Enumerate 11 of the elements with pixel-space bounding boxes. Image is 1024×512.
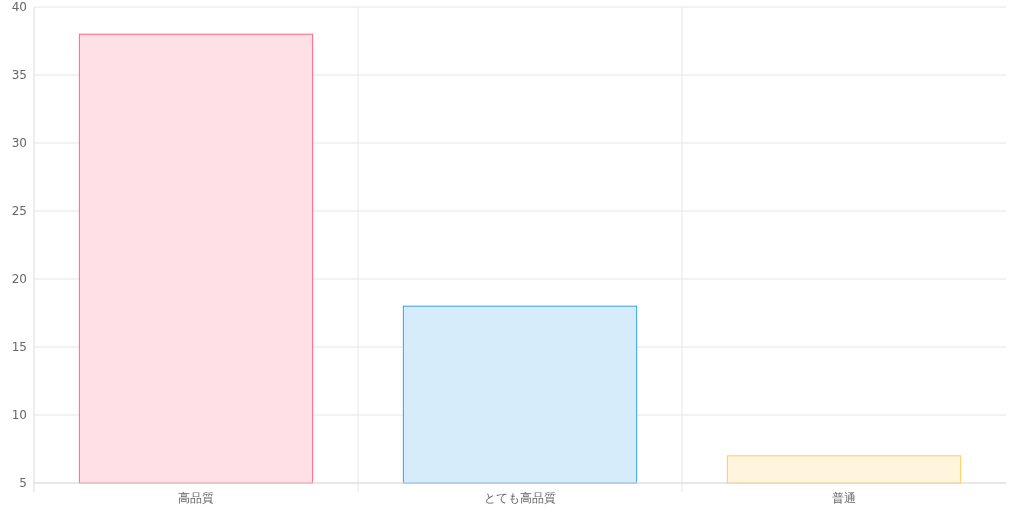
y-tick-label: 15	[11, 340, 27, 355]
x-tick-label: 高品質	[178, 491, 214, 505]
y-tick-label: 25	[11, 204, 27, 219]
y-tick-label: 35	[11, 68, 27, 83]
y-tick-label: 5	[19, 476, 27, 491]
x-tick-label: 普通	[832, 491, 856, 505]
y-tick-label: 40	[11, 0, 27, 15]
y-tick-label: 30	[11, 136, 27, 151]
x-tick-label: とても高品質	[484, 491, 556, 505]
y-tick-label: 20	[11, 272, 27, 287]
y-tick-label: 10	[11, 408, 27, 423]
